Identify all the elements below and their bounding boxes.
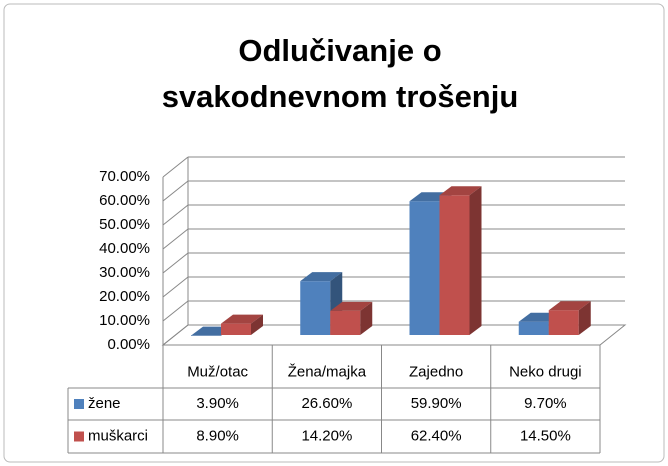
bar-front bbox=[548, 310, 579, 335]
bar-front bbox=[300, 281, 331, 335]
grid-line-side bbox=[162, 156, 189, 178]
bar-top bbox=[439, 186, 482, 196]
bar-front bbox=[518, 321, 549, 335]
x-tick-label: Muž/otac bbox=[187, 363, 248, 380]
y-tick-label: 70.00% bbox=[99, 168, 150, 185]
chart-title: Odlučivanje o svakodnevnom trošenju bbox=[161, 33, 519, 114]
legend-label: žene bbox=[88, 395, 121, 412]
table-value: 62.40% bbox=[411, 427, 462, 444]
chart-frame bbox=[3, 3, 665, 463]
bar-front bbox=[221, 323, 251, 335]
table-value: 14.50% bbox=[520, 427, 571, 444]
table-value: 8.90% bbox=[196, 427, 239, 444]
bar-side bbox=[251, 314, 263, 335]
y-tick-label: 40.00% bbox=[99, 240, 150, 257]
legend-label: muškarci bbox=[88, 427, 148, 444]
x-tick-label: Žena/majka bbox=[288, 363, 367, 380]
legend-swatch bbox=[74, 399, 84, 409]
table-value: 14.20% bbox=[301, 427, 352, 444]
y-tick-label: 60.00% bbox=[99, 192, 150, 209]
bar-front bbox=[439, 195, 470, 335]
y-tick-label: 50.00% bbox=[99, 216, 150, 233]
table-value: 3.90% bbox=[196, 395, 239, 412]
table-value: 59.90% bbox=[411, 395, 462, 412]
bar-side bbox=[360, 301, 373, 335]
bar-front bbox=[330, 310, 361, 335]
data-table: Muž/otac Žena/majka Zajedno Neko drugi žene 3… bbox=[67, 345, 601, 454]
grid-line-side bbox=[162, 300, 189, 322]
bar-side bbox=[578, 301, 591, 335]
bar-top bbox=[300, 272, 343, 282]
table-value: 9.70% bbox=[524, 395, 567, 412]
x-tick-label: Zajedno bbox=[409, 363, 463, 380]
bar-top bbox=[330, 301, 373, 311]
grid-line-side bbox=[162, 324, 189, 346]
bar bbox=[330, 301, 373, 335]
bar bbox=[221, 314, 263, 335]
y-tick-label: 30.00% bbox=[99, 264, 150, 281]
y-tick-label: 20.00% bbox=[99, 288, 150, 305]
bar-top bbox=[548, 301, 591, 311]
grid-line-side bbox=[162, 228, 189, 250]
bar bbox=[548, 301, 591, 335]
x-tick-label: Neko drugi bbox=[509, 363, 582, 380]
grid-line-side bbox=[162, 276, 189, 298]
bar bbox=[439, 186, 482, 335]
grid-line-side bbox=[162, 252, 189, 274]
grid-line-side bbox=[162, 204, 189, 226]
bar-top bbox=[221, 314, 263, 324]
y-tick-label: 0.00% bbox=[107, 336, 150, 353]
y-tick-label: 10.00% bbox=[99, 312, 150, 329]
legend-swatch bbox=[74, 431, 84, 442]
grid-line-side bbox=[162, 180, 189, 202]
bar-front bbox=[409, 201, 440, 335]
table-value: 26.60% bbox=[301, 395, 352, 412]
bar-side bbox=[469, 186, 482, 335]
